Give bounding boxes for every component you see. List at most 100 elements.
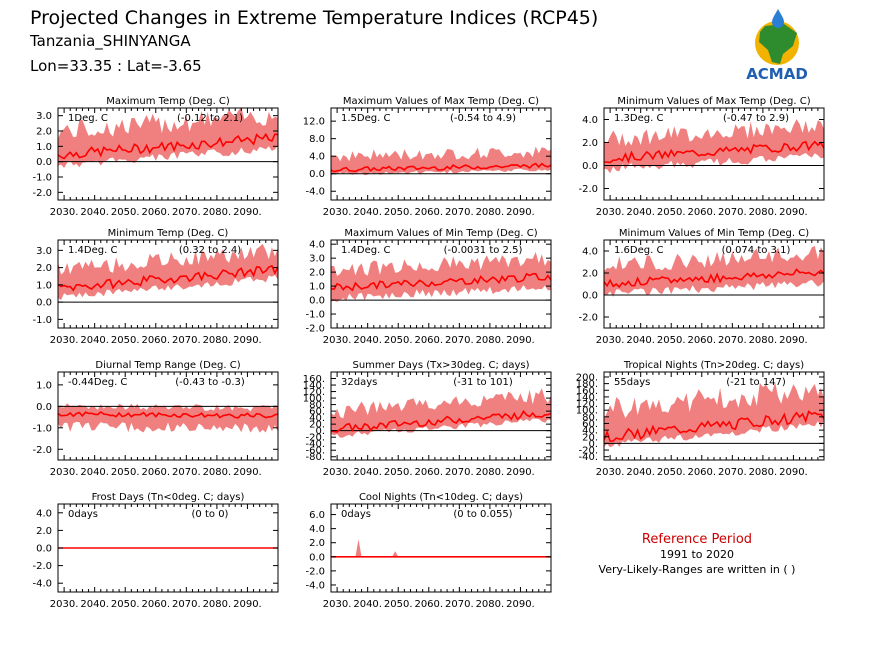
x-tick-label: 2040. <box>353 467 382 478</box>
plot-area <box>58 403 278 433</box>
y-tick-label: 140. <box>303 381 325 392</box>
y-tick-label: 3.0 <box>309 254 325 265</box>
x-tick-label: 2060. <box>687 335 716 346</box>
y-tick-label: -2.0 <box>32 561 52 572</box>
x-tick-label: 2080. <box>476 335 505 346</box>
x-tick-label: 2060. <box>414 207 443 218</box>
panel-title: Minimum Values of Max Temp (Deg. C) <box>617 96 810 107</box>
y-tick-label: -1.0 <box>32 423 52 434</box>
reference-years: 1991 to 2020 <box>660 548 734 561</box>
x-tick-label: 2030. <box>596 207 625 218</box>
y-tick-label: 4.0 <box>36 508 52 519</box>
y-tick-label: 8.0 <box>309 134 325 145</box>
y-tick-label: -80. <box>305 452 325 463</box>
y-tick-label: 180. <box>576 379 598 390</box>
panel-title: Maximum Values of Max Temp (Deg. C) <box>343 96 539 107</box>
panel-range: (-0.47 to 2.9) <box>723 113 789 124</box>
x-tick-label: 2070. <box>718 207 747 218</box>
plot-area <box>331 252 551 302</box>
plot-area <box>604 245 824 297</box>
y-tick-label: 0. <box>315 426 325 437</box>
x-tick-label: 2030. <box>323 599 352 610</box>
x-tick-label: 2070. <box>445 599 474 610</box>
y-tick-label: 0.0 <box>309 552 325 563</box>
x-tick-label: 2040. <box>626 335 655 346</box>
x-tick-label: 2080. <box>749 207 778 218</box>
panel-title: Frost Days (Tn<0deg. C; days) <box>92 492 245 503</box>
x-tick-label: 2090. <box>506 207 535 218</box>
y-tick-label: -1.0 <box>32 315 52 326</box>
x-tick-label: 2060. <box>687 207 716 218</box>
y-tick-label: -1.0 <box>305 310 325 321</box>
y-tick-label: -2.0 <box>305 324 325 335</box>
panel-title: Summer Days (Tx>30deg. C; days) <box>352 360 529 371</box>
y-tick-label: -20. <box>305 433 325 444</box>
x-tick-label: 2080. <box>749 467 778 478</box>
x-tick-label: 2040. <box>353 599 382 610</box>
panel-value: 0days <box>68 509 98 520</box>
x-tick-label: 2050. <box>384 599 413 610</box>
range-band <box>604 382 824 448</box>
y-tick-label: 2.0 <box>36 127 52 138</box>
plot-area <box>331 388 551 438</box>
panel-value: 1.3Deg. C <box>614 113 663 124</box>
median-line <box>604 268 824 289</box>
reference-note: Very-Likely-Ranges are written in ( ) <box>599 563 796 576</box>
panel-range: (0 to 0.055) <box>453 509 512 520</box>
x-tick-label: 2060. <box>141 207 170 218</box>
x-tick-label: 2030. <box>323 207 352 218</box>
y-tick-label: 100. <box>303 394 325 405</box>
x-tick-label: 2060. <box>414 599 443 610</box>
x-tick-label: 2040. <box>626 467 655 478</box>
panel-dtr: 2030. 2040. 2050. 2060. 2070. 2080. 2090. -2.0 -… <box>32 360 279 478</box>
panel-range: (-0.0031 to 2.5) <box>444 245 523 256</box>
panel-title: Diurnal Temp Range (Deg. C) <box>95 360 240 371</box>
x-tick-label: 2090. <box>506 599 535 610</box>
median-line <box>58 410 278 419</box>
x-tick-label: 2080. <box>749 335 778 346</box>
acmad-logo: ACMAD <box>746 9 808 83</box>
y-tick-label: 2.0 <box>309 538 325 549</box>
y-tick-label: 120. <box>576 399 598 410</box>
x-tick-label: 2080. <box>203 207 232 218</box>
panel-su: 2030. 2040. 2050. 2060. 2070. 2080. 2090.-80.-… <box>303 360 552 478</box>
y-tick-label: 0.0 <box>36 298 52 309</box>
y-tick-label: 20. <box>582 432 598 443</box>
plot-area <box>604 119 824 174</box>
y-tick-label: -2.0 <box>32 445 52 456</box>
y-tick-label: 2.0 <box>36 263 52 274</box>
median-line <box>604 140 824 164</box>
range-band <box>331 252 551 302</box>
panel-tnn: 2030. 2040. 2050. 2060. 2070. 2080. 2090. -2.0 0… <box>578 228 825 346</box>
y-tick-label: 160. <box>303 374 325 385</box>
panel-title: Tropical Nights (Tn>20deg. C; days) <box>623 360 804 371</box>
x-tick-label: 2060. <box>414 467 443 478</box>
x-tick-label: 2050. <box>111 335 140 346</box>
x-tick-label: 2030. <box>596 467 625 478</box>
panels: 2030. 2040. 2050. 2060. 2070. 2080. 2090.-2.0-… <box>32 96 825 610</box>
y-tick-label: 200. <box>576 372 598 383</box>
x-tick-label: 2080. <box>476 467 505 478</box>
y-tick-label: 0.0 <box>582 291 598 302</box>
spike <box>392 551 399 557</box>
y-tick-label: -2.0 <box>32 188 52 199</box>
x-tick-label: 2040. <box>80 467 109 478</box>
median-line <box>58 132 278 160</box>
x-tick-label: 2040. <box>626 207 655 218</box>
panel-tn_mean: 2030. 2040. 2050. 2060. 2070. 2080. 2090. -1.0 0… <box>32 228 279 346</box>
x-tick-label: 2080. <box>203 599 232 610</box>
y-tick-label: 60. <box>309 407 325 418</box>
y-tick-label: 3.0 <box>36 246 52 257</box>
x-tick-label: 2060. <box>687 467 716 478</box>
panel-txx_mean: 2030. 2040. 2050. 2060. 2070. 2080. 2090. -2.0 -… <box>32 96 279 218</box>
range-band <box>604 119 824 174</box>
y-tick-label: -40. <box>305 439 325 450</box>
y-tick-label: 40. <box>582 426 598 437</box>
panel-value: 1.6Deg. C <box>614 245 663 256</box>
y-tick-label: 2.0 <box>582 269 598 280</box>
y-tick-label: 0.0 <box>582 161 598 172</box>
y-tick-label: 4.0 <box>582 115 598 126</box>
x-tick-label: 2040. <box>80 335 109 346</box>
plot-area <box>58 108 278 168</box>
panel-value: 55days <box>614 377 650 388</box>
